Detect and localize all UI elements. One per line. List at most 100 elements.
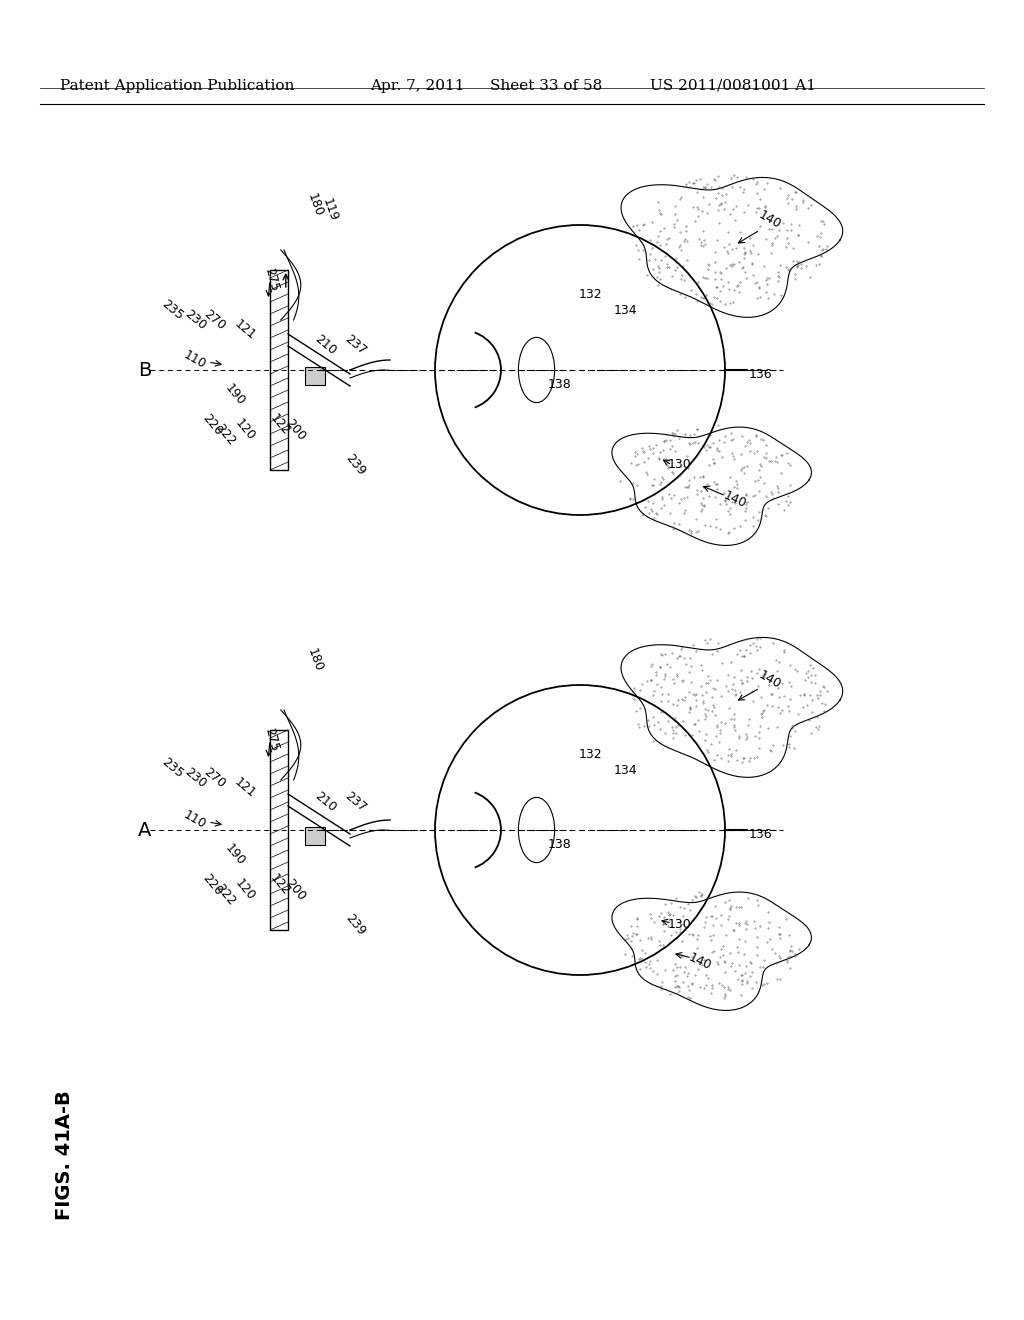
Point <box>731 639 748 660</box>
Point <box>725 920 741 941</box>
Point <box>682 900 698 921</box>
Point <box>698 284 715 305</box>
Point <box>655 907 672 928</box>
Point <box>754 702 770 723</box>
Point <box>810 718 826 739</box>
Point <box>721 739 737 760</box>
Point <box>727 684 743 705</box>
Point <box>623 453 639 474</box>
Point <box>726 709 742 730</box>
Point <box>642 230 658 251</box>
Point <box>760 498 776 519</box>
Point <box>701 628 718 649</box>
Point <box>631 219 647 240</box>
Point <box>752 215 768 236</box>
Point <box>710 182 726 203</box>
Point <box>699 257 716 279</box>
Point <box>728 470 744 491</box>
Point <box>728 166 744 187</box>
Point <box>703 929 720 950</box>
Point <box>640 249 656 271</box>
Point <box>733 896 750 917</box>
Point <box>809 226 825 247</box>
Point <box>718 257 734 279</box>
Point <box>642 498 658 519</box>
Point <box>812 681 828 702</box>
Point <box>809 685 825 706</box>
Point <box>687 886 703 907</box>
Bar <box>270 271 288 470</box>
Point <box>688 418 705 440</box>
Point <box>699 202 716 223</box>
Point <box>677 725 693 746</box>
Point <box>634 504 650 525</box>
Point <box>738 498 755 519</box>
Point <box>725 667 741 688</box>
Point <box>723 896 739 917</box>
Text: 210: 210 <box>311 333 338 358</box>
Point <box>758 228 774 249</box>
Point <box>671 975 687 997</box>
Point <box>722 899 738 920</box>
Point <box>641 436 657 457</box>
Point <box>644 730 660 751</box>
Point <box>701 454 718 475</box>
Point <box>673 186 689 207</box>
Point <box>749 944 765 965</box>
Point <box>652 471 669 492</box>
Point <box>791 704 807 725</box>
Point <box>690 520 707 541</box>
Point <box>689 432 706 453</box>
Text: 132: 132 <box>579 748 602 762</box>
Point <box>638 463 654 484</box>
Point <box>630 714 646 735</box>
Point <box>709 440 725 461</box>
Point <box>684 725 700 746</box>
Point <box>682 987 698 1008</box>
Point <box>764 939 780 960</box>
Bar <box>305 828 325 845</box>
Text: 237: 237 <box>342 789 369 814</box>
Point <box>667 424 683 445</box>
Point <box>685 924 701 945</box>
Point <box>724 491 740 512</box>
Point <box>810 688 826 709</box>
Point <box>786 944 803 965</box>
Point <box>812 685 828 706</box>
Text: 136: 136 <box>749 368 772 381</box>
Point <box>771 924 787 945</box>
Point <box>738 671 755 692</box>
Point <box>715 276 731 297</box>
Point <box>707 169 723 190</box>
Point <box>733 751 750 772</box>
Point <box>708 268 724 289</box>
Point <box>624 945 640 966</box>
Point <box>786 945 803 966</box>
Point <box>665 519 681 540</box>
Point <box>776 499 793 520</box>
Point <box>645 437 662 458</box>
Point <box>756 973 772 994</box>
Point <box>713 939 729 960</box>
Text: 140: 140 <box>757 668 783 692</box>
Point <box>698 632 715 653</box>
Point <box>677 424 693 445</box>
Point <box>696 436 713 457</box>
Point <box>712 494 728 515</box>
Point <box>738 726 755 747</box>
Point <box>735 747 752 768</box>
Point <box>676 647 692 668</box>
Point <box>677 500 693 521</box>
Point <box>711 430 727 451</box>
Point <box>659 256 676 277</box>
Point <box>780 232 797 253</box>
Point <box>635 239 651 260</box>
Point <box>718 183 734 205</box>
Point <box>632 948 648 969</box>
Point <box>662 656 678 677</box>
Point <box>692 286 709 308</box>
Point <box>681 172 697 193</box>
Point <box>755 700 771 721</box>
Point <box>780 453 797 474</box>
Point <box>648 673 665 694</box>
